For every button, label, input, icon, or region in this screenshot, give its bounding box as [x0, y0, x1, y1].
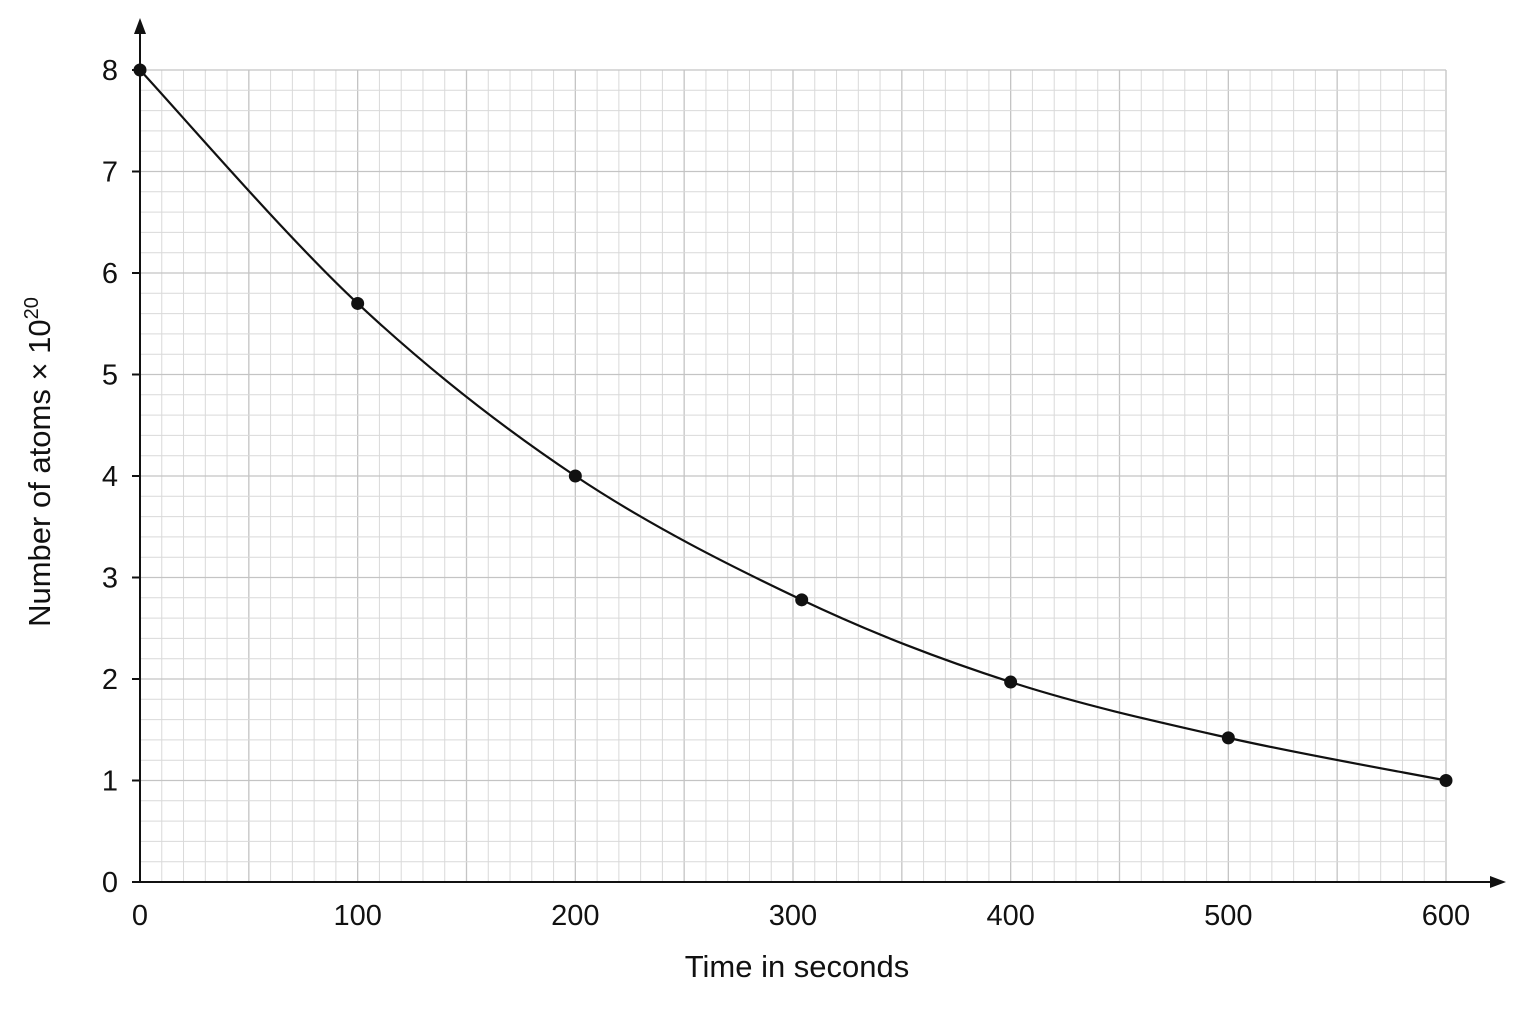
- x-tick-label: 600: [1422, 900, 1470, 932]
- y-tick-label: 7: [102, 157, 118, 189]
- x-axis-arrow: [1490, 876, 1506, 888]
- y-tick-labels: 0 1 2 3 4 5 6 7 8: [102, 55, 140, 899]
- y-tick-label: 8: [102, 55, 118, 87]
- y-tick-label: 1: [102, 766, 118, 798]
- x-tick-label: 100: [333, 900, 381, 932]
- data-points: [133, 63, 1453, 787]
- y-tick-label: 3: [102, 563, 118, 595]
- x-tick-label: 500: [1204, 900, 1252, 932]
- x-axis-title: Time in seconds: [685, 949, 910, 984]
- data-point: [1221, 731, 1235, 745]
- x-tick-label: 0: [132, 900, 148, 932]
- grid: [139, 69, 1447, 883]
- axes: [134, 18, 1506, 888]
- y-tick-label: 4: [102, 461, 118, 493]
- svg-text:Number of atoms × 1020: Number of atoms × 1020: [21, 297, 57, 627]
- x-tick-label: 200: [551, 900, 599, 932]
- y-tick-label: 6: [102, 258, 118, 290]
- x-tick-label: 400: [986, 900, 1034, 932]
- y-axis-title-main: Number of atoms × 10: [22, 319, 57, 627]
- x-tick-label: 300: [769, 900, 817, 932]
- data-point: [795, 593, 809, 607]
- data-point: [1439, 774, 1453, 787]
- y-axis-arrow: [134, 18, 146, 34]
- y-axis-title: Number of atoms × 1020: [21, 297, 57, 627]
- y-tick-label: 5: [102, 360, 118, 392]
- y-axis-title-exponent: 20: [21, 297, 43, 319]
- data-point: [133, 63, 147, 77]
- data-point: [351, 296, 365, 310]
- y-tick-label: 0: [102, 867, 118, 899]
- y-tick-label: 2: [102, 664, 118, 696]
- data-point: [568, 469, 582, 483]
- x-tick-labels: 0 100 200 300 400 500 600: [132, 900, 1470, 932]
- data-point: [1004, 675, 1018, 689]
